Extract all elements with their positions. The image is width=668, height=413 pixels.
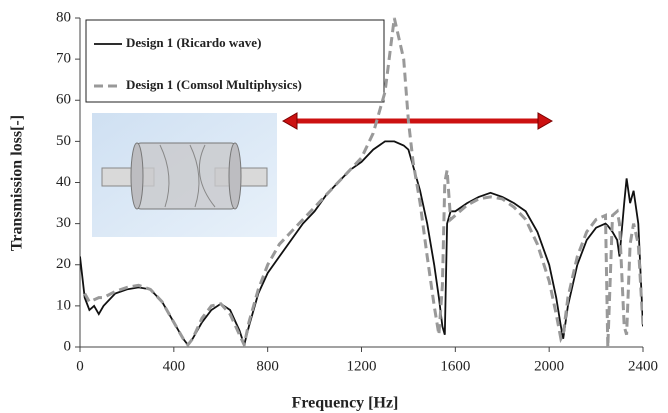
x-tick-label: 1600 [440, 358, 470, 374]
x-tick-label: 2400 [628, 358, 658, 374]
y-tick-label: 50 [56, 133, 71, 149]
y-tick-label: 70 [56, 51, 71, 67]
y-tick-label: 30 [56, 215, 71, 231]
y-tick-label: 60 [56, 92, 71, 108]
inset-image [92, 113, 277, 237]
x-tick-label: 2000 [534, 358, 564, 374]
range-arrow [283, 113, 552, 129]
x-tick-label: 400 [163, 358, 186, 374]
chart: Frequency [Hz] Transmission loss[-] 0 10 2… [0, 0, 668, 413]
legend-label: Design 1 (Comsol Multiphysics) [126, 77, 302, 92]
x-tick-label: 0 [76, 358, 84, 374]
y-axis-title: Transmission loss[-] [9, 115, 26, 251]
y-tick-label: 0 [64, 338, 72, 354]
y-tick-label: 80 [56, 9, 71, 25]
y-tick-label: 40 [56, 174, 71, 190]
y-tick-label: 20 [56, 256, 71, 272]
y-tick-label: 10 [56, 297, 71, 313]
x-tick-label: 800 [256, 358, 279, 374]
legend-label: Design 1 (Ricardo wave) [126, 35, 261, 50]
x-axis-title: Frequency [Hz] [292, 395, 399, 412]
x-tick-label: 1200 [347, 358, 377, 374]
